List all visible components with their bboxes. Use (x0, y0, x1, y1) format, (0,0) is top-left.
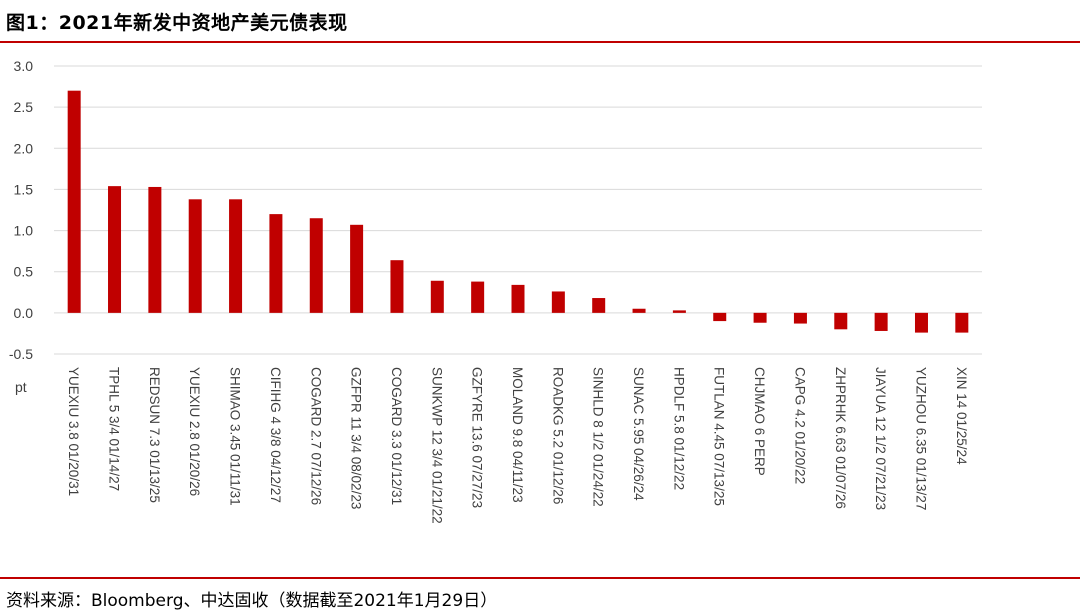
x-tick-label: SHIMAO 3.45 01/11/31 (228, 367, 243, 506)
y-tick-label: 0.5 (14, 264, 34, 280)
y-tick-label: 3.0 (14, 58, 34, 74)
x-tick-label: TPHL 5 3/4 01/14/27 (107, 367, 122, 491)
x-tick-label: SINHLD 8 1/2 01/24/22 (591, 367, 606, 507)
x-tick-label: YUEXIU 3.8 01/20/31 (66, 367, 81, 496)
bar (229, 199, 243, 313)
bar (148, 186, 162, 313)
x-tick-label: CHJMAO 6 PERP (752, 367, 767, 476)
source-note: 资料来源：Bloomberg、中达固收（数据截至2021年1月29日） (6, 591, 498, 611)
bar (108, 186, 122, 313)
bar (955, 312, 969, 333)
x-tick-label: COGARD 3.3 01/12/31 (389, 367, 404, 505)
y-axis: 3.0 2.5 2.0 1.5 1.0 0.5 0.0 -0.5 (9, 58, 33, 362)
bar (471, 281, 485, 313)
bar (753, 312, 767, 323)
bar (350, 224, 364, 313)
x-tick-label: SUNAC 5.95 04/26/24 (631, 367, 646, 501)
bar (67, 90, 81, 313)
bar (430, 280, 444, 313)
x-tick-label: FUTLAN 4.45 07/13/25 (712, 367, 727, 506)
bar (632, 308, 646, 313)
bar (592, 298, 606, 313)
bar (551, 291, 565, 313)
x-tick-label: GZFYRE 13.6 07/27/23 (470, 367, 485, 508)
bar (269, 214, 283, 313)
x-tick-label: XIN 14 01/25/24 (954, 367, 969, 465)
x-tick-label: JIAYUA 12 1/2 07/21/23 (873, 367, 888, 510)
x-tick-label: SUNKWP 12 3/4 01/21/22 (429, 367, 444, 524)
footer-divider (0, 577, 1080, 579)
x-tick-label: HPDLF 5.8 01/12/22 (671, 367, 686, 490)
y-tick-label: 1.0 (14, 223, 34, 239)
bar (713, 312, 727, 322)
x-tick-label: CIFIHG 4 3/8 04/12/27 (268, 367, 283, 503)
x-axis: YUEXIU 3.8 01/20/31 TPHL 5 3/4 01/14/27 RE… (66, 367, 969, 524)
bar (390, 260, 404, 313)
chart-title: 图1：2021年新发中资地产美元债表现 (6, 12, 348, 34)
y-axis-label: pt (15, 379, 27, 395)
bar (874, 312, 888, 331)
bar (188, 199, 202, 313)
y-tick-label: 2.0 (14, 140, 34, 156)
bar (672, 310, 686, 313)
x-tick-label: COGARD 2.7 07/12/26 (308, 367, 323, 505)
bar (914, 312, 928, 333)
x-tick-label: YUEXIU 2.8 01/20/26 (187, 367, 202, 496)
x-tick-label: MOLAND 9.8 04/11/23 (510, 367, 525, 503)
bar (511, 284, 525, 313)
x-tick-label: ZHPRHK 6.63 01/07/26 (833, 367, 848, 509)
x-tick-label: GZFPR 11 3/4 08/02/23 (349, 367, 364, 509)
y-tick-label: 0.0 (14, 305, 34, 321)
x-tick-label: REDSUN 7.3 01/13/25 (147, 367, 162, 503)
bar (309, 218, 323, 313)
y-tick-label: 2.5 (14, 99, 34, 115)
x-tick-label: YUZHOU 6.35 01/13/27 (913, 367, 928, 510)
x-tick-label: CAPG 4.2 01/20/22 (792, 367, 807, 484)
title-divider (0, 41, 1080, 43)
bar (793, 312, 807, 324)
y-tick-label: 1.5 (14, 181, 34, 197)
bar-chart: 3.0 2.5 2.0 1.5 1.0 0.5 0.0 -0.5 YUEXIU 3.8 01/… (9, 58, 982, 524)
bars (67, 90, 969, 333)
y-tick-label: -0.5 (9, 346, 33, 362)
x-tick-label: ROADKG 5.2 01/12/26 (550, 367, 565, 504)
bar (834, 312, 848, 330)
